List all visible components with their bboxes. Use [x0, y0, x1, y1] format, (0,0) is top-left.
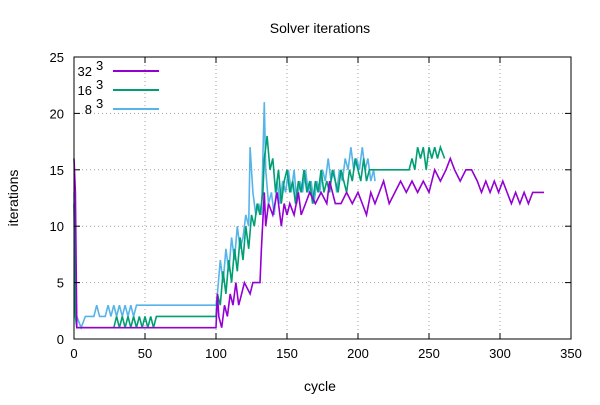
- x-tick-label: 100: [205, 346, 227, 361]
- plot-frame: [73, 56, 572, 340]
- y-tick-label: 5: [57, 276, 64, 291]
- y-tick-label: 0: [57, 332, 64, 347]
- x-tick-label: 50: [138, 346, 152, 361]
- x-tick-label: 150: [276, 346, 298, 361]
- legend-label: 32: [78, 64, 92, 79]
- grid: [74, 57, 571, 339]
- legend-label-exponent: 3: [96, 96, 103, 111]
- series-line-32: [73, 156, 544, 329]
- chart-title: Solver iterations: [270, 20, 370, 36]
- y-tick-label: 15: [50, 163, 64, 178]
- legend-label-exponent: 3: [96, 77, 103, 92]
- legend: 32 316 38 3: [78, 58, 159, 117]
- x-axis-label: cycle: [304, 378, 336, 394]
- legend-item-32: 32 3: [78, 58, 159, 79]
- x-tick-label: 350: [560, 346, 582, 361]
- series-line-16: [73, 135, 446, 329]
- y-tick-label: 25: [50, 50, 64, 65]
- x-tick-label: 200: [347, 346, 369, 361]
- legend-label: 16: [78, 83, 92, 98]
- axis-ticks: 0 50 100 150 200 250 300 350 0 5 10 15 20 25: [50, 50, 582, 361]
- y-axis-label: iterations: [5, 170, 21, 227]
- x-tick-label: 0: [70, 346, 77, 361]
- x-tick-label: 300: [489, 346, 511, 361]
- legend-item-16: 16 3: [78, 77, 159, 98]
- x-tick-label: 250: [418, 346, 440, 361]
- series-line-8: [73, 102, 376, 330]
- legend-label-exponent: 3: [96, 58, 103, 73]
- y-tick-label: 10: [50, 219, 64, 234]
- legend-label: 8: [85, 102, 92, 117]
- series-group: [73, 102, 544, 330]
- y-tick-label: 20: [50, 106, 64, 121]
